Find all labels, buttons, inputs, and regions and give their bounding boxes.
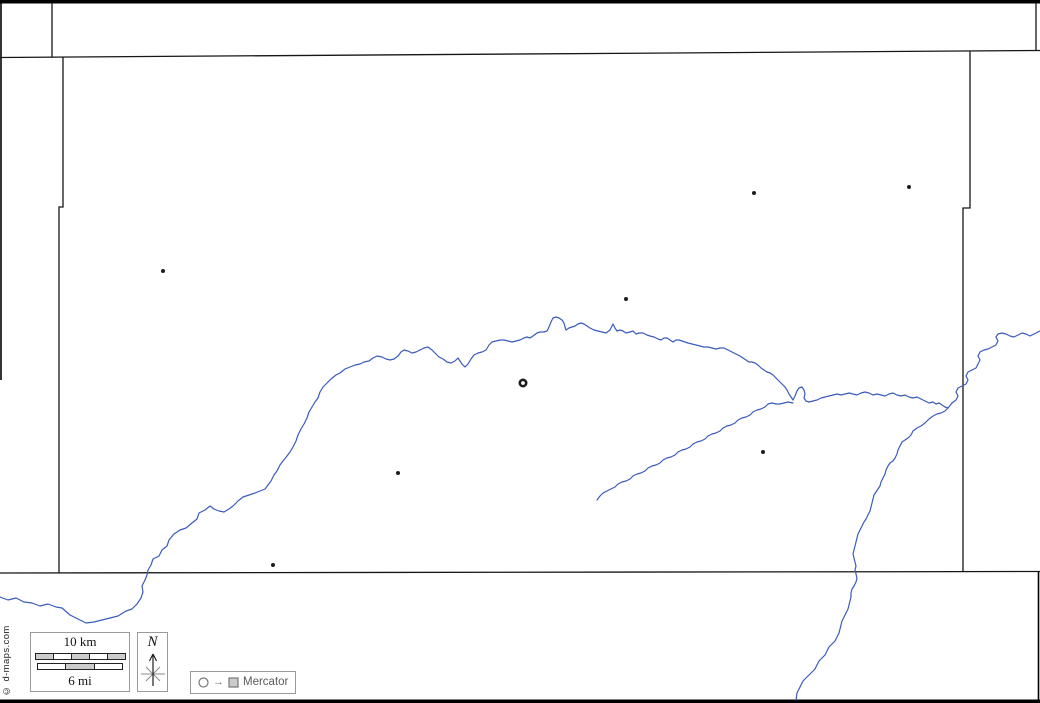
town-dot <box>761 450 765 454</box>
scale-mi-label: 6 mi <box>68 672 92 688</box>
top-border-bar <box>0 0 1040 4</box>
town-dot <box>624 297 628 301</box>
county-border <box>0 49 1040 574</box>
scale-segment <box>38 664 66 670</box>
town-dot <box>752 191 756 195</box>
town-dot <box>396 471 400 475</box>
scale-bar-mi <box>37 663 123 671</box>
north-arrow-icon <box>140 653 165 686</box>
north-border-line <box>0 49 1040 59</box>
arrow-right-icon: → <box>213 676 224 688</box>
town-dot <box>161 269 165 273</box>
scale-segment <box>88 653 107 659</box>
town-dot <box>907 185 911 189</box>
rivers <box>0 316 1040 701</box>
markers-layer <box>161 185 911 567</box>
town-dot <box>271 563 275 567</box>
county-seat-marker <box>518 378 528 388</box>
scale-bar-box: 10 km 6 mi <box>30 632 130 692</box>
west-border-line <box>58 57 64 573</box>
scale-segment <box>106 653 125 659</box>
circle-symbol-icon <box>198 677 209 688</box>
scale-segment <box>52 653 71 659</box>
scale-segment <box>35 653 53 659</box>
neighbor-borders <box>0 3 1040 700</box>
scale-km-label: 10 km <box>63 634 97 649</box>
copyright-label: © d-maps.com <box>1 625 12 697</box>
north-label: N <box>147 634 158 650</box>
scale-bar-km <box>34 652 126 660</box>
scale-segment <box>70 653 89 659</box>
square-symbol-icon <box>228 677 239 688</box>
northeast-river <box>947 330 1040 409</box>
projection-label: Mercator <box>243 675 289 688</box>
scale-segment <box>93 664 122 670</box>
main-river <box>0 316 949 624</box>
east-border-line <box>962 51 971 572</box>
bottom-border-bar <box>0 699 1040 703</box>
tributary-river <box>596 401 794 501</box>
south-border-line <box>0 570 1040 574</box>
projection-legend-box: → Mercator <box>190 671 297 694</box>
north-indicator-box: N <box>137 632 168 692</box>
scale-segment <box>65 664 94 670</box>
south-river <box>795 407 949 701</box>
